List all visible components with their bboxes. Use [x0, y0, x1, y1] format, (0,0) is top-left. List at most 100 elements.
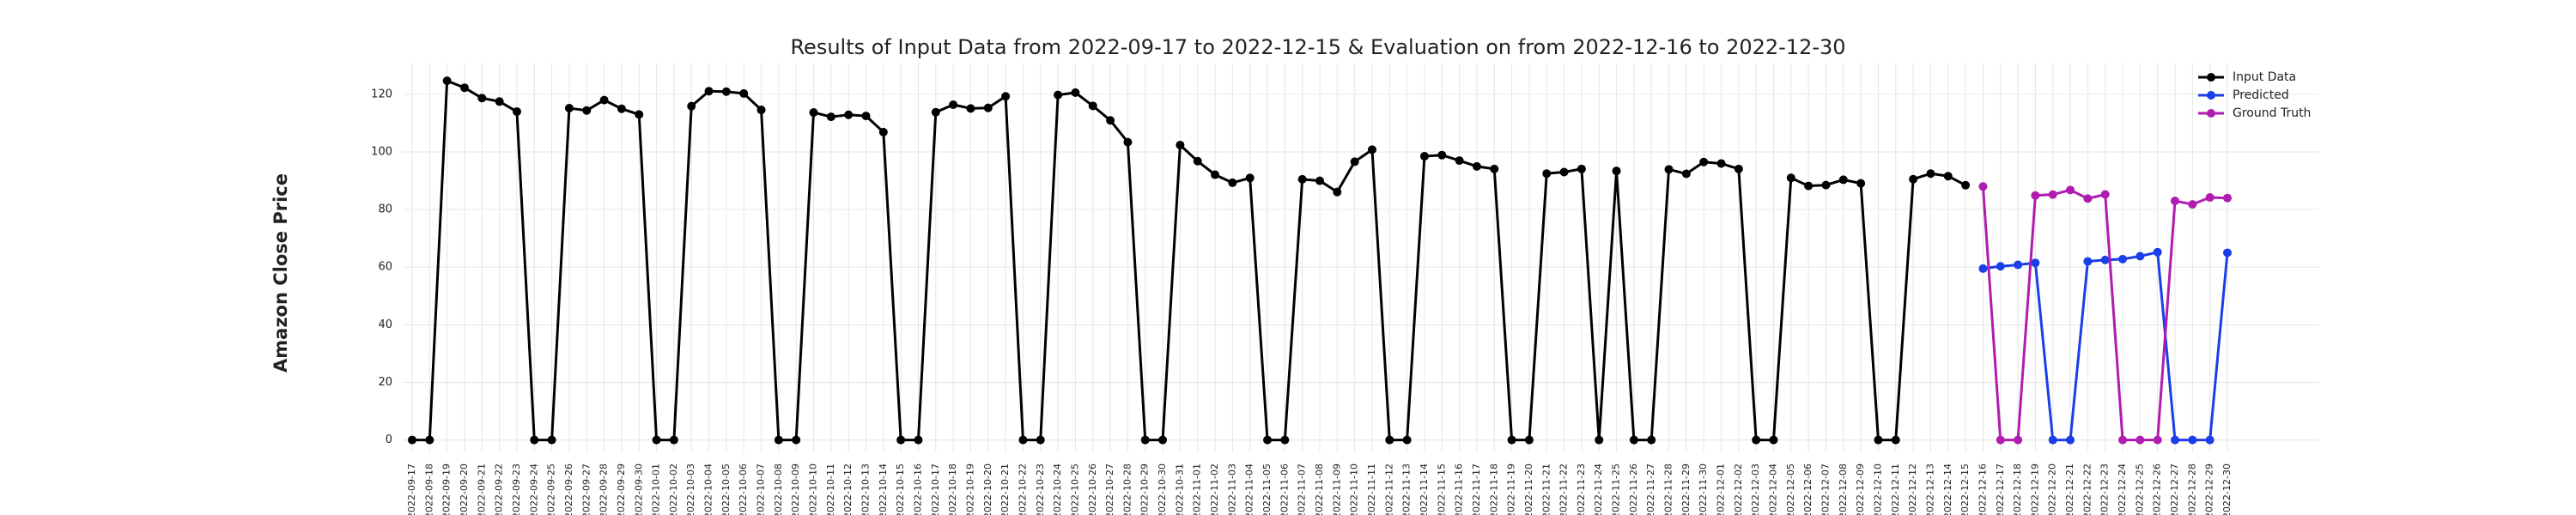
x-tick-label: 2022-10-02	[668, 464, 679, 515]
point	[1716, 159, 1726, 168]
point	[1472, 161, 1481, 171]
point	[1961, 180, 1971, 190]
point	[2048, 190, 2057, 199]
x-tick-label: 2022-10-06	[738, 464, 749, 515]
point	[966, 104, 975, 113]
point	[1524, 435, 1534, 445]
point	[983, 103, 993, 112]
legend-label: Input Data	[2233, 70, 2296, 84]
point	[1211, 170, 1220, 179]
point	[1315, 176, 1324, 185]
x-tick-label: 2022-12-19	[2029, 464, 2040, 515]
x-tick-label: 2022-09-18	[423, 464, 434, 515]
x-tick-label: 2022-12-08	[1838, 464, 1849, 515]
point	[721, 87, 731, 96]
x-tick-label: 2022-12-01	[1716, 464, 1727, 515]
x-tick-label: 2022-10-03	[685, 464, 696, 515]
series-line	[412, 78, 1966, 442]
point	[826, 112, 835, 122]
x-tick-label: 2022-11-04	[1244, 464, 1255, 515]
x-tick-label: 2022-12-11	[1890, 464, 1901, 515]
x-tick-label: 2022-12-04	[1768, 464, 1779, 515]
point	[861, 112, 871, 121]
point	[2048, 435, 2057, 445]
x-tick-label: 2022-09-21	[476, 464, 487, 515]
x-tick-label: 2022-09-30	[633, 464, 644, 515]
x-tick-label: 2022-11-10	[1349, 464, 1360, 515]
point	[1786, 173, 1795, 183]
x-tick-label: 2022-10-30	[1157, 464, 1168, 515]
x-tick-label: 2022-12-18	[2012, 464, 2023, 515]
x-tick-label: 2022-10-25	[1069, 464, 1080, 515]
point	[1943, 172, 1953, 181]
x-tick-label: 2022-12-20	[2047, 464, 2058, 515]
point	[1647, 435, 1656, 445]
point	[1018, 435, 1028, 445]
x-tick-label: 2022-12-21	[2064, 464, 2075, 515]
x-tick-label: 2022-12-30	[2221, 464, 2233, 515]
point	[547, 435, 556, 445]
x-tick-label: 2022-11-14	[1419, 464, 1430, 515]
x-tick-label: 2022-09-23	[511, 464, 522, 515]
x-tick-label: 2022-10-01	[651, 464, 662, 515]
y-tick-label: 80	[378, 203, 392, 216]
x-tick-label: 2022-09-28	[598, 464, 610, 515]
y-tick-label: 60	[378, 261, 392, 274]
point	[756, 106, 766, 115]
legend-marker	[2207, 91, 2215, 100]
legend-marker	[2207, 109, 2215, 118]
point	[1926, 169, 1935, 179]
x-tick-label: 2022-12-07	[1820, 464, 1831, 515]
point	[774, 435, 783, 445]
grid	[403, 63, 2319, 451]
point	[1001, 92, 1011, 101]
point	[2136, 435, 2145, 445]
x-tick-label: 2022-12-06	[1802, 464, 1814, 515]
point	[809, 108, 818, 118]
point	[1228, 178, 1237, 187]
point	[2188, 200, 2197, 209]
point	[1664, 165, 1674, 174]
x-tick-label: 2022-11-19	[1506, 464, 1517, 515]
point	[1734, 164, 1743, 173]
point	[425, 435, 434, 445]
point	[1402, 435, 1412, 445]
point	[1559, 167, 1569, 177]
point	[635, 110, 644, 119]
point	[530, 435, 539, 445]
x-tick-label: 2022-11-09	[1331, 464, 1342, 515]
point	[878, 127, 888, 136]
point	[2171, 435, 2180, 445]
x-tick-label: 2022-11-12	[1383, 464, 1394, 515]
point	[1140, 435, 1150, 445]
legend-marker	[2207, 73, 2215, 82]
point	[896, 435, 906, 445]
point	[477, 94, 487, 103]
point	[1752, 435, 1761, 445]
point	[1367, 145, 1376, 154]
x-tick-label: 2022-10-27	[1104, 464, 1115, 515]
point	[2100, 190, 2110, 199]
x-tick-label: 2022-10-17	[930, 464, 941, 515]
x-tick-label: 2022-10-18	[947, 464, 958, 515]
legend-label: Predicted	[2233, 88, 2289, 102]
point	[1542, 169, 1552, 179]
point	[1297, 174, 1307, 184]
point	[2014, 260, 2023, 270]
point	[564, 104, 574, 113]
point	[739, 88, 749, 98]
point	[2153, 247, 2162, 257]
x-tick-label: 2022-10-11	[825, 464, 836, 515]
point	[1123, 137, 1133, 147]
x-tick-label: 2022-11-29	[1680, 464, 1692, 515]
point	[1681, 169, 1691, 179]
point	[459, 83, 469, 93]
x-tick-label: 2022-09-27	[580, 464, 592, 515]
x-tick-label: 2022-12-15	[1959, 464, 1971, 515]
x-tick-label: 2022-10-04	[703, 464, 714, 515]
x-tick-label: 2022-09-24	[528, 464, 539, 515]
x-tick-label: 2022-11-13	[1401, 464, 1413, 515]
x-tick-label: 2022-12-26	[2152, 464, 2163, 515]
point	[1978, 264, 1988, 273]
